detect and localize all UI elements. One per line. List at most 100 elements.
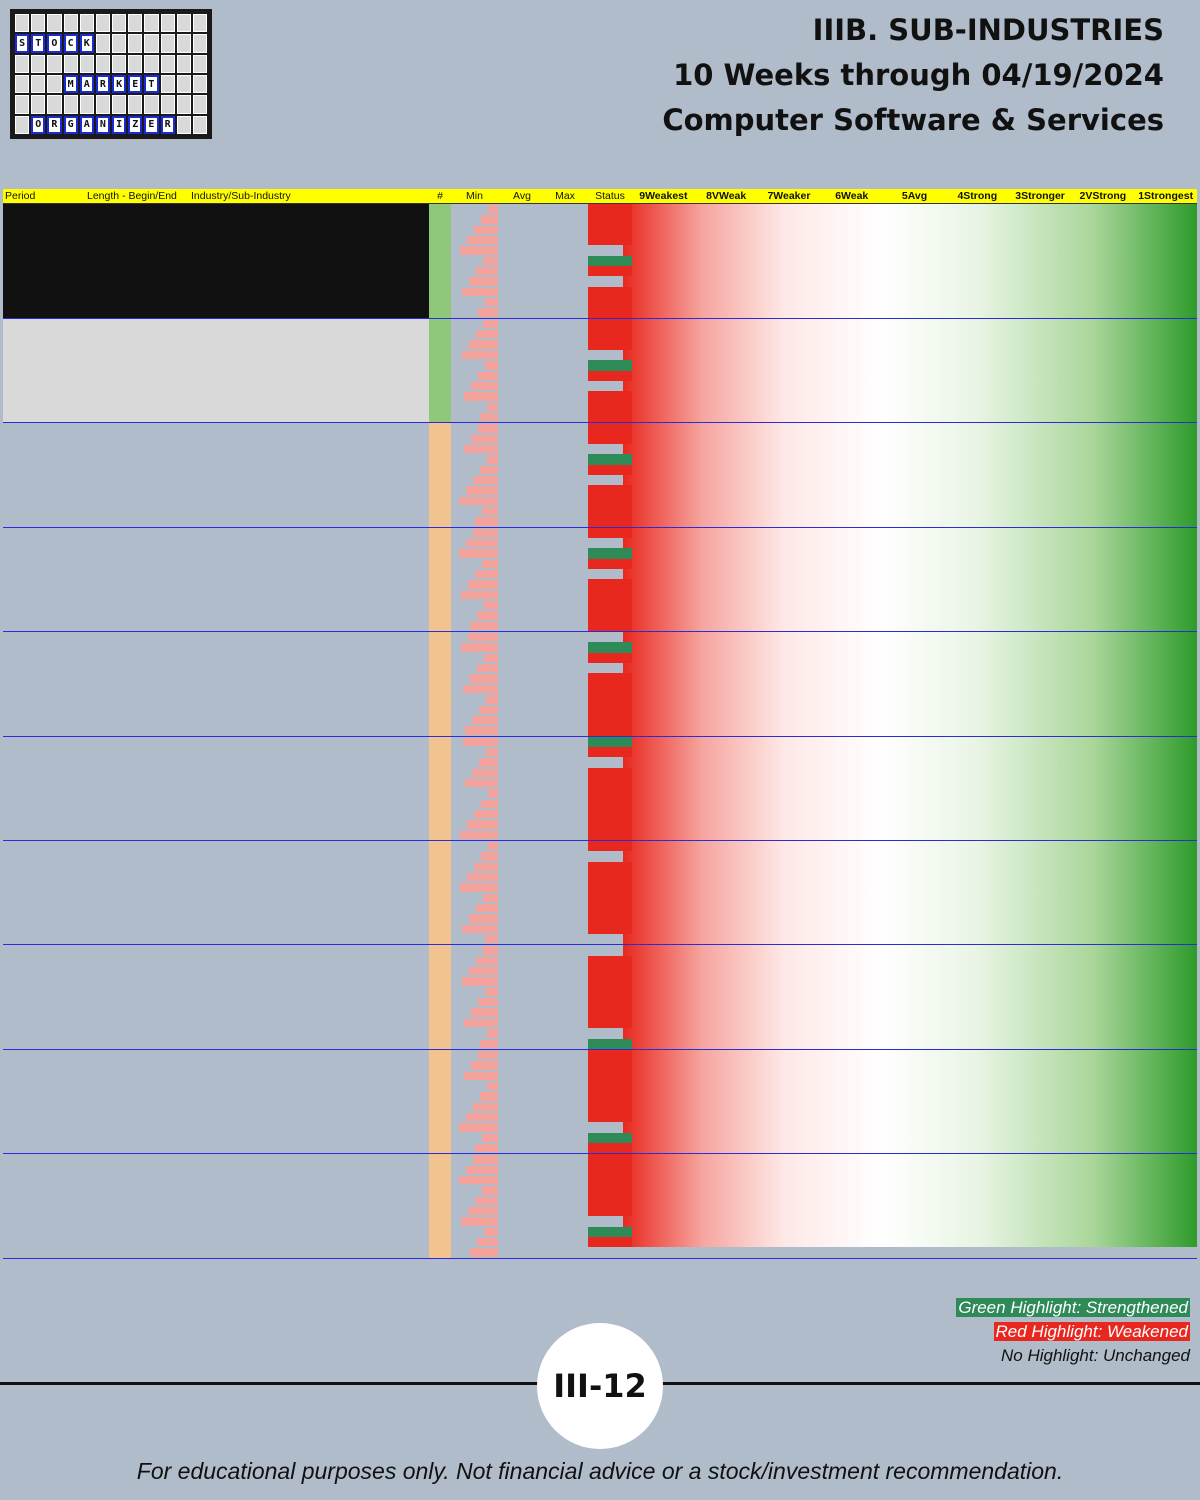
row-industry-cell bbox=[191, 1247, 429, 1257]
row-period-cell bbox=[3, 621, 87, 631]
row-length-cell bbox=[87, 516, 191, 526]
row-max-cell bbox=[546, 485, 588, 495]
header-level-3: 3Stronger bbox=[1015, 190, 1065, 202]
row-avg-cell bbox=[502, 997, 546, 1007]
row-period-cell bbox=[3, 809, 87, 819]
logo-cell: E bbox=[144, 115, 159, 134]
row-avg-cell bbox=[502, 987, 546, 997]
row-period-cell bbox=[3, 694, 87, 704]
row-length-cell bbox=[87, 1206, 191, 1216]
row-min-cell bbox=[451, 391, 502, 401]
table-row bbox=[3, 360, 1197, 371]
row-count-cell bbox=[429, 1038, 451, 1049]
row-count-cell bbox=[429, 955, 451, 967]
row-avg-cell bbox=[502, 684, 546, 694]
row-max-cell bbox=[546, 496, 588, 506]
row-min-cell bbox=[451, 1091, 502, 1101]
row-count-cell bbox=[429, 819, 451, 830]
row-length-cell bbox=[87, 1175, 191, 1185]
row-avg-cell bbox=[502, 1216, 546, 1226]
row-min-cell bbox=[451, 465, 502, 475]
logo-cell bbox=[160, 95, 175, 114]
table-row bbox=[3, 1017, 1197, 1029]
row-max-cell bbox=[546, 934, 588, 944]
table-row bbox=[3, 329, 1197, 340]
row-avg-cell bbox=[502, 371, 546, 381]
header-length: Length - Begin/End bbox=[87, 190, 177, 202]
row-industry-cell bbox=[191, 548, 429, 558]
row-min-cell bbox=[451, 913, 502, 923]
row-min-cell bbox=[451, 1196, 502, 1206]
table-row bbox=[3, 1122, 1197, 1133]
row-avg-cell bbox=[502, 610, 546, 620]
row-avg-cell bbox=[502, 485, 546, 495]
row-length-cell bbox=[87, 1196, 191, 1206]
row-status-cell bbox=[588, 1017, 632, 1029]
row-period-cell bbox=[3, 642, 87, 652]
logo-cell bbox=[63, 95, 78, 114]
row-length-cell bbox=[87, 266, 191, 277]
row-max-cell bbox=[546, 329, 588, 339]
row-status-cell bbox=[588, 245, 632, 255]
row-avg-cell bbox=[502, 307, 546, 317]
row-min-cell bbox=[451, 757, 502, 767]
legend-none: No Highlight: Unchanged bbox=[1000, 1346, 1190, 1365]
logo-cell bbox=[15, 115, 30, 134]
row-status-cell bbox=[588, 976, 632, 987]
row-count-cell bbox=[429, 600, 451, 611]
row-count-cell bbox=[429, 495, 451, 506]
table-row bbox=[3, 736, 1197, 747]
row-count-cell bbox=[429, 663, 451, 674]
row-min-cell bbox=[451, 485, 502, 495]
row-period-cell bbox=[3, 204, 87, 215]
table-row bbox=[3, 1174, 1197, 1186]
row-period-cell bbox=[3, 976, 87, 986]
row-length-cell bbox=[87, 893, 191, 903]
row-avg-cell bbox=[502, 319, 546, 329]
row-length-cell bbox=[87, 1122, 191, 1132]
row-max-cell bbox=[546, 903, 588, 913]
table-row bbox=[3, 443, 1197, 455]
logo-cell bbox=[144, 14, 159, 33]
row-avg-cell bbox=[502, 444, 546, 454]
row-length-cell bbox=[87, 642, 191, 652]
row-status-cell bbox=[588, 1237, 632, 1248]
row-status-cell bbox=[588, 401, 632, 412]
row-max-cell bbox=[546, 235, 588, 245]
row-industry-cell bbox=[191, 339, 429, 350]
row-avg-cell bbox=[502, 768, 546, 778]
row-min-cell bbox=[451, 444, 502, 454]
row-length-cell bbox=[87, 841, 191, 851]
row-length-cell bbox=[87, 768, 191, 778]
row-avg-cell bbox=[502, 1227, 546, 1237]
row-max-cell bbox=[546, 673, 588, 683]
row-max-cell bbox=[546, 1071, 588, 1081]
row-count-cell bbox=[429, 391, 451, 402]
row-max-cell bbox=[546, 956, 588, 966]
row-length-cell bbox=[87, 809, 191, 819]
logo-cell: N bbox=[95, 115, 110, 134]
row-period-cell bbox=[3, 516, 87, 526]
row-length-cell bbox=[87, 475, 191, 485]
row-max-cell bbox=[546, 610, 588, 620]
row-avg-cell bbox=[502, 225, 546, 235]
row-industry-cell bbox=[191, 1175, 429, 1185]
header-level-9: 9Weakest bbox=[639, 190, 688, 202]
logo-cell bbox=[47, 14, 62, 33]
row-min-cell bbox=[451, 402, 502, 412]
row-status-cell bbox=[588, 610, 632, 621]
table-row bbox=[3, 945, 1197, 956]
logo-cell bbox=[15, 95, 30, 114]
logo-cell bbox=[176, 54, 191, 73]
row-industry-cell bbox=[191, 1206, 429, 1216]
row-status-cell bbox=[588, 350, 632, 360]
row-length-cell bbox=[87, 1060, 191, 1070]
row-status-cell bbox=[588, 381, 632, 391]
row-min-cell bbox=[451, 799, 502, 809]
row-status-cell bbox=[588, 370, 632, 381]
row-length-cell bbox=[87, 411, 191, 423]
row-status-cell bbox=[588, 1038, 632, 1049]
table-row bbox=[3, 224, 1197, 236]
row-max-cell bbox=[546, 966, 588, 976]
row-avg-cell bbox=[502, 841, 546, 851]
